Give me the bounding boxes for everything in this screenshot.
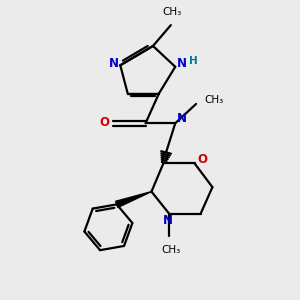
Text: O: O — [100, 116, 110, 129]
Text: CH₃: CH₃ — [204, 95, 224, 105]
Text: CH₃: CH₃ — [163, 7, 182, 17]
Text: CH₃: CH₃ — [161, 244, 180, 254]
Text: H: H — [189, 56, 198, 66]
Polygon shape — [116, 192, 152, 207]
Text: N: N — [163, 214, 173, 227]
Text: N: N — [109, 57, 119, 70]
Text: O: O — [197, 153, 207, 166]
Text: N: N — [177, 112, 187, 125]
Text: N: N — [177, 57, 187, 70]
